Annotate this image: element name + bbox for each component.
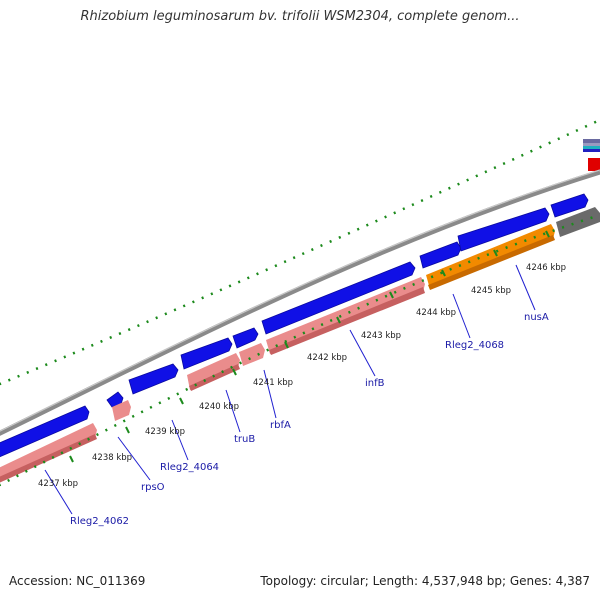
tick-label: 4240 kbp — [199, 402, 239, 412]
genome-summary-text: Topology: circular; Length: 4,537,948 bp… — [260, 574, 590, 588]
cds-reverse-rleg2-4062-shade — [0, 434, 97, 483]
gene-label-nusa[interactable]: nusA — [524, 312, 549, 323]
cds-forward-small-2 — [128, 363, 179, 395]
tick-label: 4237 kbp — [38, 479, 78, 489]
gene-label-trub[interactable]: truB — [234, 434, 255, 445]
tick-label: 4243 kbp — [361, 331, 401, 341]
gene-labels: Rleg2_4062 rpsO Rleg2_4064 truB rbfA inf… — [70, 312, 549, 527]
cds-reverse-infb-shade — [269, 287, 425, 355]
cds-forward-end — [550, 193, 589, 218]
cds-orange-shade — [428, 235, 555, 290]
cds-reverse-trub — [187, 353, 240, 390]
tick-label: 4241 kbp — [253, 378, 293, 388]
forward-strand-cds — [0, 193, 589, 458]
cds-forward-nusa — [457, 207, 550, 252]
cds-forward-small-1 — [106, 391, 124, 408]
tick-label: 4242 kbp — [307, 353, 347, 363]
gene-label-rbfa[interactable]: rbfA — [270, 420, 291, 431]
highlighted-features — [426, 207, 600, 290]
gene-label-leaders — [44, 264, 536, 515]
accession-text: Accession: NC_011369 — [9, 574, 146, 588]
cds-forward-infb — [261, 261, 416, 335]
gene-label-infb[interactable]: infB — [365, 378, 385, 389]
legend-swatches — [583, 139, 600, 171]
map-title: Rhizobium leguminosarum bv. trifolii WSM… — [80, 9, 520, 24]
major-ticks — [69, 230, 550, 463]
cds-reverse-trub-shade — [189, 364, 240, 391]
cds-grey-feature — [556, 207, 600, 237]
tick-label: 4246 kbp — [526, 263, 566, 273]
cds-forward-rleg2-4068 — [419, 241, 462, 269]
gene-label-rleg2-4068[interactable]: Rleg2_4068 — [445, 340, 504, 351]
cds-reverse-rpso — [112, 400, 131, 421]
inner-scale-ruler — [0, 213, 600, 487]
cds-forward-rleg2-4062 — [0, 405, 90, 458]
backbone-arc — [0, 169, 600, 436]
tick-labels: 4237 kbp 4238 kbp 4239 kbp 4240 kbp 4241… — [38, 263, 566, 489]
gene-label-rleg2-4062[interactable]: Rleg2_4062 — [70, 516, 129, 527]
tick-label: 4244 kbp — [416, 308, 456, 318]
gene-label-rpso[interactable]: rpsO — [141, 482, 165, 493]
tick-label: 4245 kbp — [471, 286, 511, 296]
cds-forward-trub — [180, 337, 233, 370]
tick-label: 4238 kbp — [92, 453, 132, 463]
cds-forward-rbfa — [232, 327, 259, 349]
reverse-strand-cds — [0, 277, 425, 483]
cds-reverse-rbfa — [239, 343, 265, 366]
tick-label: 4239 kbp — [145, 427, 185, 437]
gene-label-rleg2-4064[interactable]: Rleg2_4064 — [160, 462, 219, 473]
cds-orange-rleg2-4068 — [426, 224, 555, 289]
